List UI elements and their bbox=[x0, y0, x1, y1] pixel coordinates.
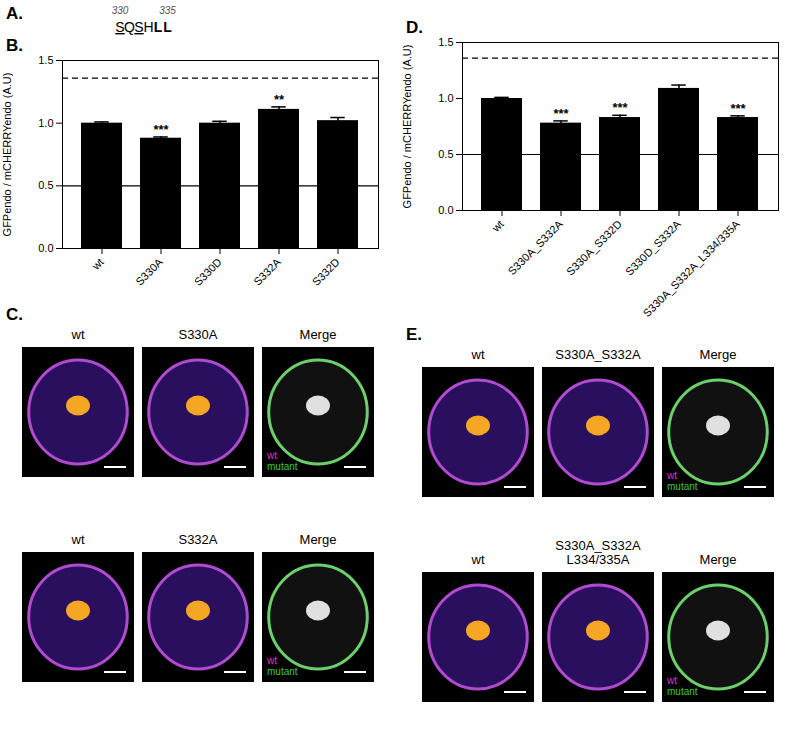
svg-text:1.0: 1.0 bbox=[438, 92, 453, 104]
svg-text:wt: wt bbox=[666, 675, 677, 686]
svg-text:S330A_S332D: S330A_S332D bbox=[564, 218, 624, 278]
html-text:C.: C. bbox=[6, 305, 23, 324]
svg-text:***: *** bbox=[612, 100, 628, 115]
svg-text:S330A: S330A bbox=[178, 327, 217, 342]
svg-text:1.5: 1.5 bbox=[438, 36, 453, 48]
svg-text:wt: wt bbox=[89, 256, 106, 273]
svg-text:GFPendo / mCHERRYendo (A.U): GFPendo / mCHERRYendo (A.U) bbox=[1, 73, 13, 237]
svg-text:mutant: mutant bbox=[267, 461, 298, 472]
svg-text:330: 330 bbox=[112, 5, 129, 16]
svg-text:0.0: 0.0 bbox=[38, 242, 53, 254]
svg-text:L334/335A: L334/335A bbox=[567, 552, 630, 567]
svg-text:335: 335 bbox=[159, 5, 176, 16]
html-text:S Q: S Q bbox=[115, 19, 135, 35]
svg-text:mutant: mutant bbox=[667, 686, 698, 697]
svg-text:S330A_S332A_L334/335A: S330A_S332A_L334/335A bbox=[640, 217, 742, 319]
svg-text:S330A_S332A: S330A_S332A bbox=[505, 217, 565, 277]
svg-text:wt: wt bbox=[71, 532, 85, 547]
svg-text:S330A_S332A: S330A_S332A bbox=[555, 347, 641, 362]
svg-text:Merge: Merge bbox=[300, 532, 337, 547]
svg-text:GFPendo / mCHERRYendo (A.U): GFPendo / mCHERRYendo (A.U) bbox=[401, 45, 413, 209]
svg-text:S332D: S332D bbox=[310, 256, 342, 288]
svg-text:Merge: Merge bbox=[300, 327, 337, 342]
svg-text:S330A_S332A: S330A_S332A bbox=[555, 538, 641, 553]
svg-text:***: *** bbox=[730, 101, 746, 116]
svg-text:0.5: 0.5 bbox=[438, 148, 453, 160]
svg-text:S332A: S332A bbox=[178, 532, 217, 547]
svg-text:wt: wt bbox=[489, 218, 506, 235]
html-text:A.: A. bbox=[6, 4, 23, 23]
svg-text:0.0: 0.0 bbox=[438, 204, 453, 216]
svg-text:Merge: Merge bbox=[700, 347, 737, 362]
svg-text:wt: wt bbox=[266, 450, 277, 461]
svg-text:***: *** bbox=[553, 106, 569, 121]
svg-text:1.5: 1.5 bbox=[38, 54, 53, 66]
svg-text:wt: wt bbox=[71, 327, 85, 342]
svg-text:1.0: 1.0 bbox=[38, 117, 53, 129]
svg-text:L: L bbox=[154, 19, 163, 35]
svg-text:0.5: 0.5 bbox=[38, 179, 53, 191]
svg-text:wt: wt bbox=[666, 470, 677, 481]
svg-text:***: *** bbox=[153, 122, 169, 137]
svg-text:L: L bbox=[163, 19, 172, 35]
svg-text:S330D_S332A: S330D_S332A bbox=[623, 217, 683, 277]
svg-text:S332A: S332A bbox=[251, 255, 283, 287]
svg-text:**: ** bbox=[274, 92, 285, 107]
svg-text:H: H bbox=[143, 19, 153, 35]
html-text:E.: E. bbox=[406, 325, 423, 344]
html-text:D.: D. bbox=[406, 18, 423, 37]
svg-text:S330D: S330D bbox=[192, 256, 224, 288]
svg-text:S: S bbox=[134, 19, 143, 35]
svg-text:mutant: mutant bbox=[267, 666, 298, 677]
svg-text:wt: wt bbox=[471, 552, 485, 567]
html-text:B.: B. bbox=[6, 36, 23, 55]
svg-text:S330A: S330A bbox=[133, 255, 165, 287]
svg-text:Merge: Merge bbox=[700, 552, 737, 567]
svg-text:mutant: mutant bbox=[667, 481, 698, 492]
svg-text:wt: wt bbox=[266, 655, 277, 666]
svg-text:wt: wt bbox=[471, 347, 485, 362]
